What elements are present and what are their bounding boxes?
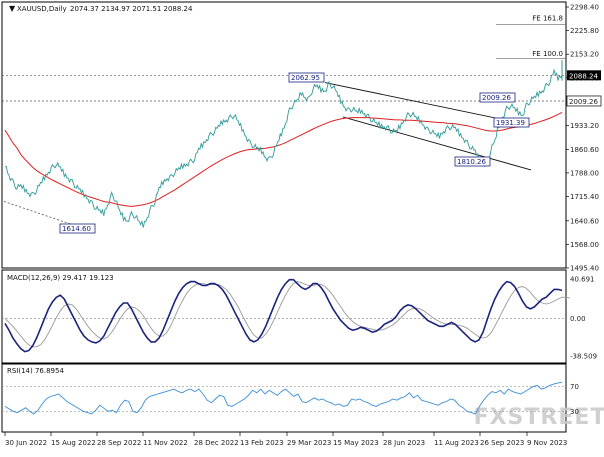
collapse-triangle-icon[interactable]: ▼ bbox=[9, 4, 16, 13]
macd-axis-tick-0: 40.691 bbox=[570, 276, 595, 284]
rsi-panel-frame bbox=[1, 363, 567, 433]
price-panel: FE 161.8 FE 100.0 2062.95 2009.26 1931.39 181… bbox=[2, 4, 602, 273]
level-box-3 bbox=[479, 92, 516, 103]
x-axis-tick-6: 29 Mar 2023 bbox=[287, 439, 331, 447]
symbol-timeframe: XAUUSD,Daily bbox=[17, 5, 67, 13]
rsi-axis-tick-1: 30 bbox=[570, 408, 579, 416]
level-box-6 bbox=[59, 223, 96, 234]
macd-label: MACD(12,26,9) 29.417 19.123 bbox=[7, 274, 114, 282]
price-axis-tick-2: 2153.20 bbox=[570, 51, 599, 59]
macd-axis-tick-2: -38.509 bbox=[570, 353, 597, 361]
x-axis-tick-11: 9 Nov 2023 bbox=[527, 439, 567, 447]
level-label-2: 2062.95 bbox=[291, 74, 320, 82]
x-axis-tick-3: 11 Nov 2022 bbox=[143, 439, 188, 447]
macd-axis-tick-1: 0.00 bbox=[570, 315, 586, 323]
level-label-6: 1614.60 bbox=[62, 225, 91, 233]
x-axis-tick-0: 30 Jun 2022 bbox=[5, 439, 47, 447]
price-axis-tick-10: 1568.00 bbox=[570, 241, 599, 249]
x-axis-tick-8: 28 Jun 2023 bbox=[383, 439, 425, 447]
x-axis-tick-10: 26 Sep 2023 bbox=[480, 439, 524, 447]
x-axis-tick-4: 28 Dec 2022 bbox=[194, 439, 239, 447]
x-axis-tick-7: 15 May 2023 bbox=[333, 439, 379, 447]
level-box-2 bbox=[288, 72, 325, 83]
level-label-5: 1810.26 bbox=[457, 158, 486, 166]
rsi-axis-tick-0: 70 bbox=[570, 383, 579, 391]
macd-signal-line bbox=[4, 281, 571, 348]
watermark: FXSTREET bbox=[474, 405, 604, 430]
level-box-5 bbox=[454, 156, 491, 167]
fe-label-1: FE 100.0 bbox=[532, 50, 563, 58]
level-box-4 bbox=[493, 117, 530, 128]
moving-average-line bbox=[4, 111, 563, 207]
level-price-tag-label: 2009.26 bbox=[569, 98, 598, 106]
ohlc-values: 2074.37 2134.97 2071.51 2088.24 bbox=[70, 5, 193, 13]
rsi-line bbox=[4, 381, 563, 415]
current-price-tag bbox=[567, 70, 601, 81]
macd-line bbox=[4, 278, 563, 353]
price-panel-frame bbox=[1, 1, 567, 269]
macd-panel: 40.691 0.00 -38.509 bbox=[2, 276, 597, 361]
axes: 30 Jun 2022 15 Aug 2022 28 Sep 2022 11 Nov … bbox=[4, 432, 567, 447]
price-axis-tick-7: 1788.00 bbox=[570, 169, 599, 177]
current-price-tag-label: 2088.24 bbox=[569, 72, 598, 80]
rsi-panel: 70 30 bbox=[2, 381, 579, 416]
price-axis-tick-6: 1860.60 bbox=[570, 146, 599, 154]
rsi-label: RSI(14) 76.8954 bbox=[7, 367, 64, 375]
fe-label-0: FE 161.8 bbox=[532, 15, 563, 23]
price-axis-tick-9: 1640.60 bbox=[570, 217, 599, 225]
x-axis-tick-9: 11 Aug 2023 bbox=[434, 439, 479, 447]
macd-panel-frame bbox=[1, 269, 567, 364]
x-axis-tick-5: 13 Feb 2023 bbox=[240, 439, 284, 447]
price-axis-tick-8: 1715.40 bbox=[570, 193, 599, 201]
level-price-tag bbox=[566, 95, 602, 107]
x-axis-tick-1: 15 Aug 2022 bbox=[51, 439, 96, 447]
level-label-3: 2009.26 bbox=[482, 94, 511, 102]
price-axis-tick-11: 1495.40 bbox=[570, 265, 599, 273]
price-series-line bbox=[4, 68, 563, 228]
x-axis-tick-2: 28 Sep 2022 bbox=[97, 439, 141, 447]
price-axis-tick-5: 1933.20 bbox=[570, 122, 599, 130]
price-axis-tick-0: 2298.40 bbox=[570, 4, 599, 12]
price-axis-tick-1: 2225.80 bbox=[570, 27, 599, 35]
level-label-4: 1931.39 bbox=[496, 119, 525, 127]
channel-upper-line bbox=[324, 82, 526, 125]
channel-lower-line bbox=[342, 116, 532, 171]
